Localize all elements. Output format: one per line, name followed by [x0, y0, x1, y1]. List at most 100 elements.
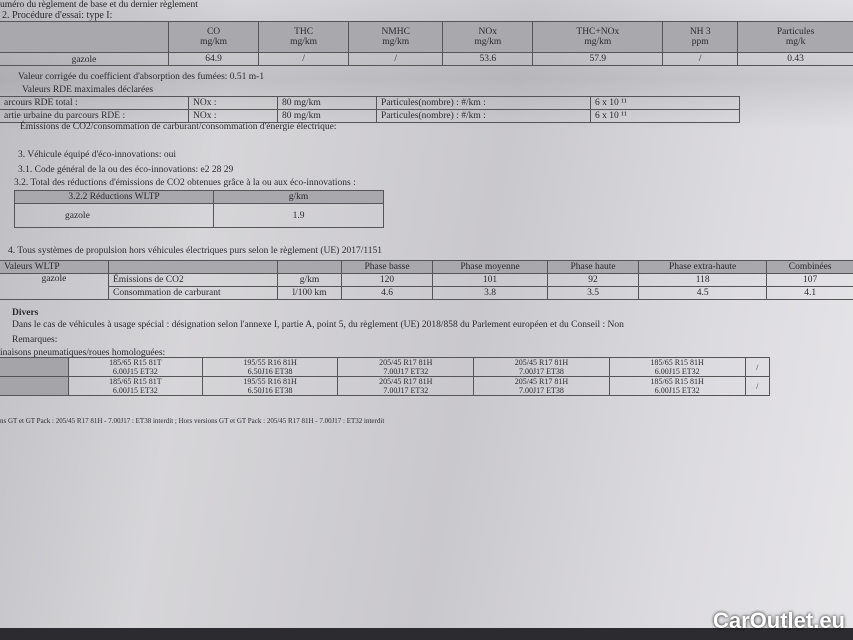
tyre-cell: 205/45 R17 81H 7.00J17 ET32	[337, 376, 475, 396]
divers-title: Divers	[12, 308, 39, 318]
rim-size: 6.50J16 ET38	[247, 386, 293, 395]
wltp-header: Phase basse	[340, 260, 434, 274]
tyre-cell: 205/45 R17 81H 7.00J17 ET32	[337, 357, 475, 377]
tyre-cell: /	[744, 376, 770, 396]
row-unit: g/km	[277, 273, 342, 287]
tyre-cell: 195/55 R16 81H 6.50J16 ET38	[201, 357, 339, 377]
tyre-cell: 205/45 R17 81H 7.00J17 ET38	[473, 376, 610, 396]
value-cell: /	[258, 52, 350, 66]
tyre-size: 185/65 R15 81H	[650, 377, 704, 386]
value-cell: 107	[766, 273, 853, 287]
tyres-title: inaisons pneumatiques/roues homologuées:	[0, 348, 166, 358]
eco-line-32: 3.2. Total des réductions d'émissions de…	[14, 178, 356, 188]
section-2-title: 2. Procédure d'essai: type I:	[2, 10, 113, 21]
pn-label: Particules(nombre) : #/km :	[376, 96, 591, 110]
table-row: artie urbaine du parcours RDE : NOx :80 m…	[0, 109, 740, 123]
table-row: gazole Émissions de CO2 g/km 120 101 92 118 107	[0, 273, 853, 300]
eco-unit: g/km	[213, 190, 384, 204]
tyre-size: 205/45 R17 81H	[514, 358, 569, 367]
value-cell: 53.6	[442, 52, 534, 66]
table-row: 185/65 R15 81T 6.00J15 ET32 195/55 R16 81H…	[0, 376, 770, 396]
rim-size: 6.50J16 ET38	[247, 367, 293, 376]
table-row: gazole 64.9//53.6 57.9/0.43	[0, 52, 853, 66]
tyres-footnote: ns GT et GT Pack : 205/45 R17 81H - 7.00…	[0, 417, 385, 425]
shaded-cell	[0, 357, 69, 377]
rde-title: Valeurs RDE maximales déclarées	[22, 85, 154, 95]
value-cell: 92	[546, 273, 640, 287]
eco-line-31: 3.1. Code général de la ou des éco-innov…	[18, 165, 234, 175]
tyre-cell: 185/65 R15 81T 6.00J15 ET32	[68, 376, 203, 396]
col-unit: mg/km	[474, 37, 502, 47]
eco-line-3: 3. Véhicule équipé d'éco-innovations: ou…	[18, 150, 176, 160]
pn-label: Particules(nombre) : #/km :	[376, 109, 591, 123]
tyre-cell: /	[744, 357, 770, 377]
rim-size: 7.00J17 ET38	[519, 386, 564, 395]
col-unit: mg/km	[584, 37, 612, 47]
col-name: NMHC	[381, 27, 410, 37]
co2-title: Émissions de CO2/consommation de carbura…	[20, 122, 337, 132]
table-row: Consommation de carburant l/100 km 4.6 3.8 3…	[0, 286, 853, 300]
wltp-header: Combinées	[766, 260, 853, 274]
table-row: arcours RDE total : NOx :80 mg/km Particul…	[0, 96, 740, 110]
value-cell: 64.9	[167, 52, 260, 66]
value-cell: 120	[340, 273, 434, 287]
rde-label: artie urbaine du parcours RDE :	[0, 109, 189, 123]
col-unit: ppm	[691, 37, 709, 47]
photo-bottom-edge	[0, 628, 853, 640]
nox-value: 80 mg/km	[277, 96, 377, 110]
col-name: THC	[294, 27, 314, 37]
row-unit: l/100 km	[277, 286, 342, 300]
value-cell: 3.8	[432, 286, 548, 300]
wltp-title: 4. Tous systèmes de propulsion hors véhi…	[8, 246, 382, 256]
header-partial: uméro du règlement de base et du dernier…	[0, 0, 198, 10]
nox-label: NOx :	[188, 96, 278, 110]
tyre-cell: 205/45 R17 81H 7.00J17 ET38	[473, 357, 610, 377]
value-cell: 101	[432, 273, 548, 287]
shaded-cell	[0, 376, 69, 396]
tyre-size: 205/45 R17 81H	[514, 377, 569, 386]
value-cell: 4.1	[766, 286, 853, 300]
value-cell: 57.9	[532, 52, 664, 66]
divers-text: Dans le cas de véhicules à usage spécial…	[12, 320, 624, 330]
table-row: 185/65 R15 81T 6.00J15 ET32 195/55 R16 81H…	[0, 357, 770, 377]
col-unit: mg/km	[200, 37, 227, 47]
type1-table: CO mg/km THC mg/km NMHC mg/km NOx mg/km THC+…	[0, 21, 853, 66]
col-name: NH 3	[689, 27, 711, 37]
col-unit: mg/k	[785, 37, 806, 47]
wltp-header: Phase moyenne	[432, 260, 548, 274]
eco-value: 1.9	[213, 203, 384, 228]
wltp-header: Phase extra-haute	[638, 260, 768, 274]
rim-size: 6.00J15 ET32	[654, 367, 700, 376]
col-name: THC+NOx	[576, 27, 620, 37]
pn-value: 6 x 10 ¹¹	[590, 96, 740, 110]
tyre-size: 195/55 R16 81H	[243, 377, 297, 386]
value-cell: 4.5	[638, 286, 768, 300]
tyre-size: 205/45 R17 81H	[379, 358, 433, 367]
nox-value: 80 mg/km	[277, 109, 377, 123]
tyre-size: 185/65 R15 81T	[109, 377, 162, 386]
col-unit: mg/km	[290, 37, 318, 47]
col-name: CO	[206, 27, 221, 37]
col-name: Particules	[776, 27, 815, 37]
value-cell: 0.43	[737, 52, 853, 66]
tyre-cell: 185/65 R15 81T 6.00J15 ET32	[68, 357, 203, 377]
tyre-cell: 185/65 R15 81H 6.00J15 ET32	[608, 357, 746, 377]
fuel-label: gazole	[0, 52, 169, 66]
rim-size: 6.00J15 ET32	[112, 367, 158, 376]
row-label: Consommation de carburant	[108, 286, 278, 300]
wltp-header: Valeurs WLTP	[0, 260, 109, 274]
pn-value: 6 x 10 ¹¹	[590, 109, 740, 123]
value-cell: 4.6	[340, 286, 434, 300]
tyre-cell: 195/55 R16 81H 6.50J16 ET38	[201, 376, 339, 396]
eco-table: 3.2.2 Réductions WLTP g/km gazole 1.9	[14, 190, 384, 228]
tyre-size: /	[756, 381, 759, 391]
rim-size: 7.00J17 ET32	[383, 367, 429, 376]
watermark-logo: CarOutlet.eu	[712, 608, 845, 633]
rde-table: arcours RDE total : NOx :80 mg/km Particul…	[0, 96, 740, 123]
wltp-fuel: gazole	[0, 273, 109, 300]
tyre-size: /	[756, 362, 759, 372]
smoke-note: Valeur corrigée du coefficient d'absorpt…	[18, 72, 265, 82]
remarques: Remarques:	[12, 335, 58, 345]
value-cell: /	[662, 52, 739, 66]
wltp-header: Phase haute	[546, 260, 640, 274]
